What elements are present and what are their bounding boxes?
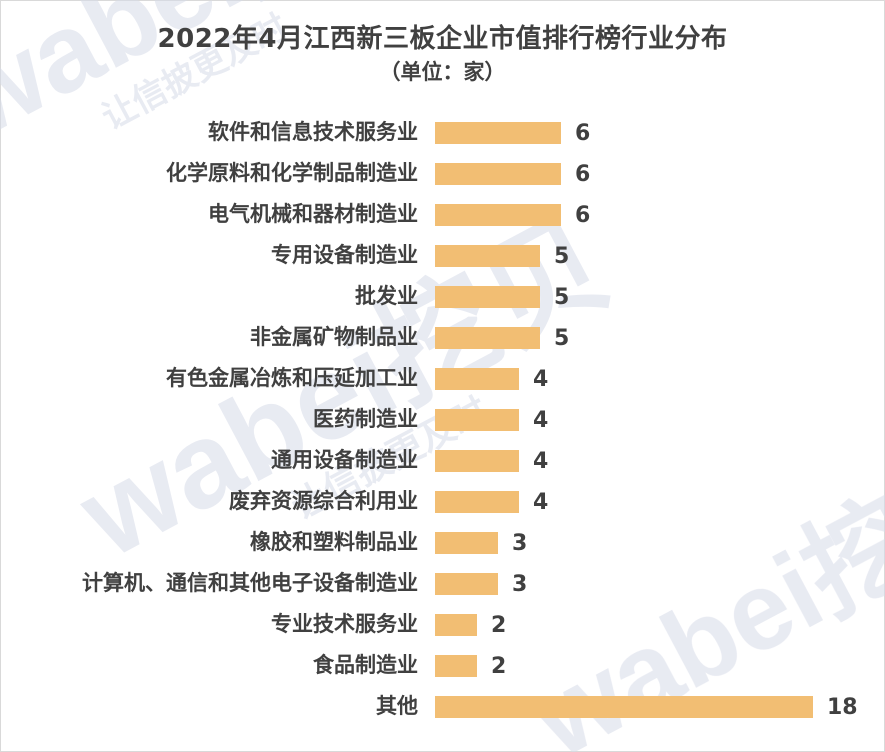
bar <box>435 655 477 677</box>
bar <box>435 204 561 226</box>
value-label: 3 <box>512 531 527 556</box>
value-label: 5 <box>554 244 569 269</box>
value-label: 6 <box>575 121 590 146</box>
bar <box>435 614 477 636</box>
category-label: 医药制造业 <box>313 407 418 431</box>
bar <box>435 286 540 308</box>
bar <box>435 122 561 144</box>
chart-title: 2022年4月江西新三板企业市值排行榜行业分布 <box>157 24 728 54</box>
bar <box>435 532 498 554</box>
value-label: 6 <box>575 162 590 187</box>
value-label: 4 <box>533 490 548 515</box>
value-label: 4 <box>533 367 548 392</box>
bar <box>435 409 519 431</box>
value-label: 2 <box>491 654 506 679</box>
category-label: 计算机、通信和其他电子设备制造业 <box>82 571 418 595</box>
category-label: 食品制造业 <box>313 653 418 677</box>
category-label: 软件和信息技术服务业 <box>208 120 418 144</box>
bar <box>435 450 519 472</box>
bar <box>435 327 540 349</box>
bar <box>435 491 519 513</box>
bar <box>435 573 498 595</box>
value-label: 2 <box>491 613 506 638</box>
value-label: 4 <box>533 408 548 433</box>
value-label: 5 <box>554 285 569 310</box>
category-label: 电气机械和器材制造业 <box>208 202 418 226</box>
category-label: 其他 <box>376 694 418 718</box>
value-label: 3 <box>512 572 527 597</box>
value-label: 18 <box>827 695 858 720</box>
bar <box>435 245 540 267</box>
chart-subtitle: （单位：家） <box>379 60 506 84</box>
category-label: 批发业 <box>355 284 418 308</box>
bar <box>435 163 561 185</box>
category-label: 专业技术服务业 <box>271 612 418 636</box>
category-label: 有色金属冶炼和压延加工业 <box>166 366 418 390</box>
bar <box>435 696 813 718</box>
value-label: 5 <box>554 326 569 351</box>
value-label: 6 <box>575 203 590 228</box>
bar <box>435 368 519 390</box>
value-label: 4 <box>533 449 548 474</box>
category-label: 废弃资源综合利用业 <box>229 489 418 513</box>
category-label: 专用设备制造业 <box>271 243 418 267</box>
category-label: 橡胶和塑料制品业 <box>250 530 418 554</box>
category-label: 化学原料和化学制品制造业 <box>166 161 418 185</box>
category-label: 非金属矿物制品业 <box>250 325 418 349</box>
category-label: 通用设备制造业 <box>271 448 418 472</box>
